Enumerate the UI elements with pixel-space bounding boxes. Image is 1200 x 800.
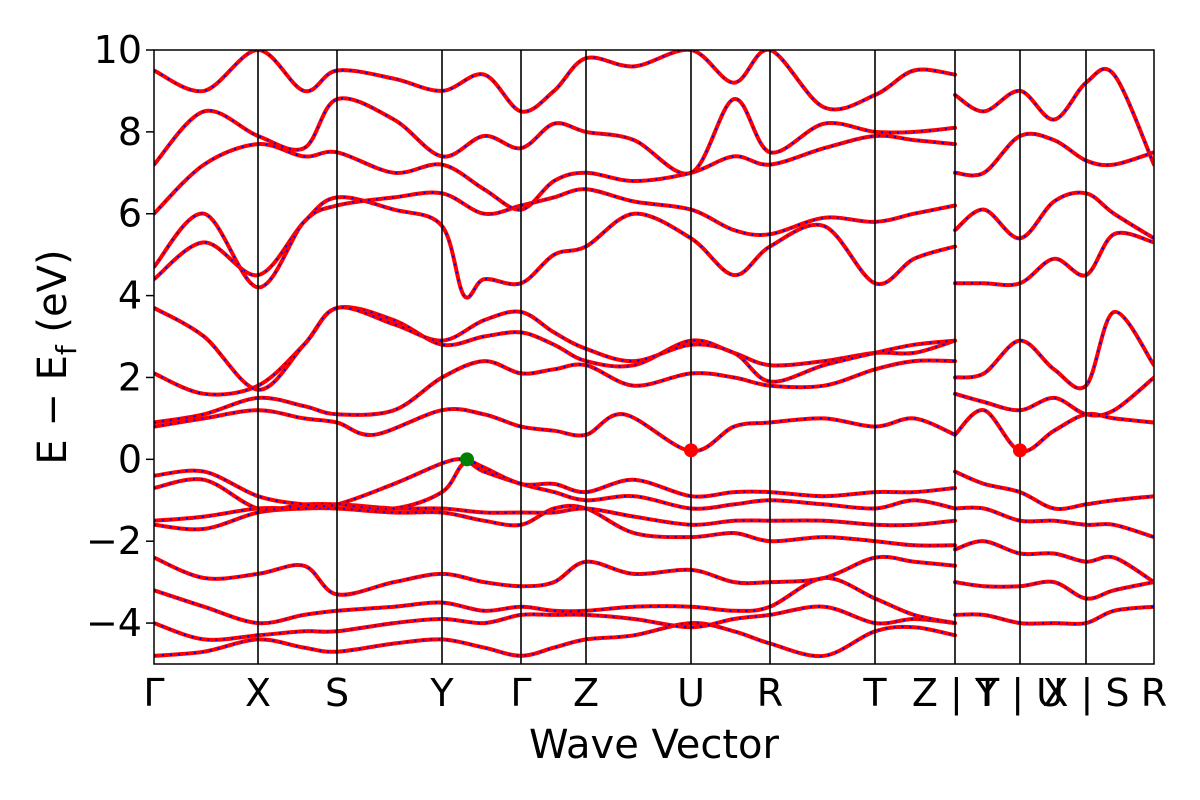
band-line-17 [953, 469, 1154, 511]
band-line-dotted-14 [154, 134, 956, 215]
band-line-dotted-0 [154, 622, 956, 658]
band-line-7 [154, 457, 957, 509]
band-line-dotted-23 [954, 376, 1154, 417]
x-tick-label-2: S [325, 671, 349, 715]
band-line-24 [953, 310, 1154, 391]
x-tick-label-12: R [1141, 671, 1167, 715]
band-line-dotted-2 [154, 576, 956, 625]
band-line-27 [953, 131, 1154, 178]
band-line-19 [953, 539, 1154, 585]
band-line-11 [154, 305, 957, 392]
x-tick-label-9: Z | Y [912, 671, 999, 716]
band-line-21 [953, 604, 1154, 626]
band-line-3 [154, 554, 957, 597]
band-line-dotted-8 [154, 408, 956, 453]
x-tick-label-7: R [757, 671, 783, 715]
y-tick-label-0: 10 [94, 28, 142, 72]
y-axis-title: E − Ef (eV) [30, 249, 83, 464]
band-edge-marker-1 [684, 443, 698, 458]
y-axis-title-main: E − E [30, 355, 76, 465]
x-tick-label-3: Y [429, 671, 454, 715]
band-line-dotted-28 [954, 68, 1154, 166]
x-tick-label-8: T [862, 671, 887, 715]
y-tick-label-7: −4 [86, 601, 142, 645]
kpoint-lines [257, 50, 1087, 664]
y-tick-label-6: −2 [86, 519, 142, 563]
x-tick-label-4: Γ [510, 671, 531, 715]
band-line-26 [953, 190, 1154, 241]
y-axis-title-unit: (eV) [30, 249, 76, 345]
bands-layer [154, 50, 1154, 659]
y-axis-title-subscript: f [50, 344, 83, 355]
y-tick-label-3: 4 [118, 274, 142, 318]
x-tick-label-11: X | S [1042, 671, 1129, 716]
band-line-dotted-18 [954, 506, 1154, 539]
band-line-dotted-1 [154, 605, 956, 641]
band-edge-marker-0 [460, 452, 474, 467]
y-tick-label-2: 6 [118, 192, 142, 236]
band-line-dotted-16 [154, 50, 956, 113]
x-tick-label-6: U [677, 671, 705, 715]
y-tick-label-1: 8 [118, 110, 142, 154]
y-tick-label-5: 0 [118, 437, 142, 481]
band-line-dotted-13 [154, 188, 956, 289]
band-line-25 [953, 230, 1154, 288]
band-line-20 [953, 579, 1154, 601]
band-edge-marker-2 [1013, 443, 1027, 458]
x-tick-label-5: Z [573, 671, 599, 715]
x-tick-label-10: T | U [975, 671, 1064, 716]
band-line-dotted-22 [954, 409, 1154, 453]
plot-frame [153, 49, 1155, 665]
x-tick-label-0: Γ [143, 671, 164, 715]
band-edge-markers [460, 443, 1027, 467]
band-line-dotted-15 [154, 97, 956, 175]
band-line-9 [154, 358, 957, 425]
band-line-dotted-5 [154, 503, 956, 527]
x-axis-title: Wave Vector [529, 722, 780, 768]
x-tick-label-1: X [245, 671, 271, 715]
y-tick-label-4: 2 [118, 355, 142, 399]
y-axis-ticks: 10 8 6 4 2 0 −2 −4 [86, 28, 154, 645]
